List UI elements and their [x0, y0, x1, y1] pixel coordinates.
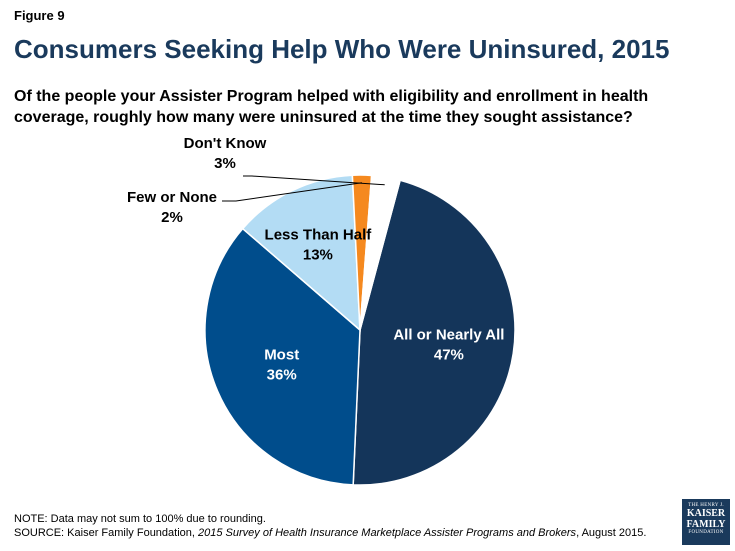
slice-label-less-than-half: Less Than Half — [265, 227, 373, 244]
logo-line-4: FOUNDATION — [688, 530, 724, 535]
pie-slice-most — [204, 227, 361, 486]
pie-slice-all-or-nearly-all — [352, 179, 516, 486]
slice-value-don-t-know: 3% — [214, 155, 236, 172]
pie-slice-don-t-know — [359, 174, 402, 331]
figure-label: Figure 9 — [14, 8, 65, 23]
slice-label-few-or-none: Few or None — [127, 189, 217, 206]
leader-line-few-or-none — [222, 182, 362, 202]
pie-slice-less-than-half — [241, 174, 361, 332]
slice-label-don-t-know: Don't Know — [184, 135, 267, 152]
source-title: 2015 Survey of Health Insurance Marketpl… — [198, 527, 577, 539]
source-prefix: SOURCE: Kaiser Family Foundation, — [14, 527, 199, 539]
footnote: NOTE: Data may not sum to 100% due to ro… — [14, 512, 646, 540]
slice-label-all-or-nearly-all: All or Nearly All — [393, 327, 504, 344]
slice-label-most: Most — [264, 347, 299, 364]
slice-value-few-or-none: 2% — [161, 209, 183, 226]
source-suffix: , August 2015. — [576, 527, 647, 539]
note-text: NOTE: Data may not sum to 100% due to ro… — [14, 513, 266, 525]
slice-value-most: 36% — [267, 367, 297, 384]
chart-title: Consumers Seeking Help Who Were Uninsure… — [14, 34, 670, 64]
chart-subtitle: Of the people your Assister Program help… — [14, 88, 649, 126]
kff-logo: THE HENRY J. KAISER FAMILY FOUNDATION — [682, 499, 730, 545]
source-text: SOURCE: Kaiser Family Foundation, 2015 S… — [14, 526, 646, 540]
leader-line-don-t-know — [243, 175, 385, 186]
logo-line-2: KAISER — [686, 508, 726, 519]
logo-line-1: THE HENRY J. — [688, 503, 724, 508]
slice-value-all-or-nearly-all: 47% — [434, 347, 464, 364]
slice-value-less-than-half: 13% — [303, 247, 333, 264]
logo-line-3: FAMILY — [686, 519, 726, 530]
